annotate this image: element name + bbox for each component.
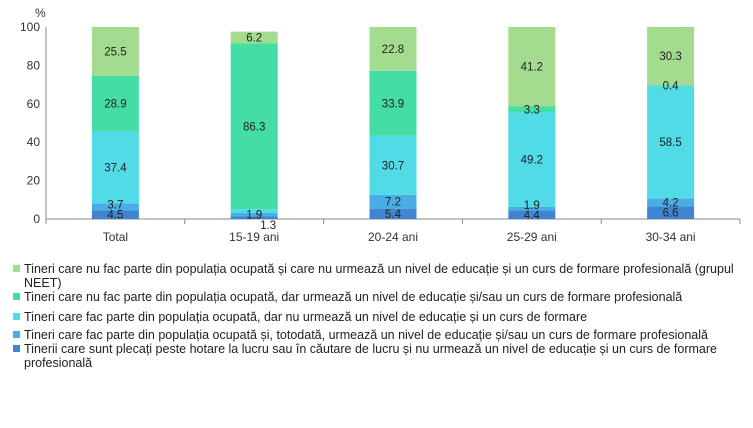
y-tick-label: 80 [27,58,41,72]
legend-label: Tineri care fac parte din populația ocup… [24,328,708,342]
data-label: 0.4 [663,81,680,93]
bar-segment-5-0 [91,27,139,76]
bar-segment-4-2 [369,70,417,136]
bar-segment-5-3 [508,27,556,107]
bar-segment-4-0 [91,75,139,132]
bar-segment-2-2 [369,194,417,209]
bar-segment-3-4 [647,85,695,199]
data-label: 3.7 [107,200,123,212]
y-tick-label: 20 [27,174,41,188]
bar-segment-1-1 [230,216,278,219]
data-label: 49.2 [521,155,543,167]
y-tick-label: 0 [33,212,40,226]
bar-segment-3-1 [230,209,278,213]
y-tick-label: 60 [27,97,41,111]
legend-swatch [13,293,20,300]
data-label: 58.5 [659,137,681,149]
bar-segment-5-4 [647,27,695,86]
bar-segment-4-4 [647,85,695,86]
data-label: 86.3 [243,121,265,133]
data-label: 6.2 [246,33,262,45]
legend-item: Tinerii care sunt plecați peste hotare l… [12,342,747,370]
bar-segment-2-0 [91,203,139,211]
data-label: 30.7 [382,160,404,172]
bar-segment-4-3 [508,106,556,113]
legend-swatch [13,313,20,320]
legend-label: Tineri care nu fac parte din populația o… [24,290,683,304]
data-label: 41.2 [521,62,543,74]
data-label: 1.3 [260,220,276,232]
bar-segment-1-0 [91,210,139,219]
bar-segment-1-2 [369,208,417,219]
legend-item: Tineri care nu fac parte din populația o… [12,262,747,290]
data-label: 4.4 [524,210,541,222]
data-label: 4.5 [107,210,123,222]
bar-segment-2-4 [647,198,695,207]
legend-item: Tineri care fac parte din populația ocup… [12,310,747,324]
data-label: 7.2 [385,197,401,209]
data-label: 3.3 [524,104,540,116]
bar-segment-1-4 [647,206,695,219]
legend-swatch [13,345,20,352]
legend-item: Tineri care nu fac parte din populația o… [12,290,747,304]
legend-label: Tineri care nu fac parte din populația o… [24,262,734,290]
bar-segment-5-2 [369,27,417,71]
data-label: 25.5 [104,46,126,58]
category-label: Total [103,230,128,244]
data-label: 5.4 [385,209,402,221]
legend-item: Tineri care fac parte din populația ocup… [12,328,747,342]
bar-segment-5-1 [230,31,278,44]
y-tick-label: 100 [20,20,40,34]
legend-swatch [13,265,20,272]
bar-segment-3-0 [91,131,139,204]
category-label: 30-34 ani [646,230,696,244]
data-label: 6.6 [663,208,679,220]
bar-segment-2-3 [508,206,556,211]
bar-segment-4-1 [230,43,278,210]
category-label: 15-19 ani [229,230,279,244]
bar-segment-3-2 [369,135,417,195]
stacked-bar-chart: %0204060801004.53.737.428.925.51.31.986.… [20,6,741,244]
data-label: 1.9 [246,210,262,222]
data-label: 30.3 [659,51,681,63]
chart-legend: Tineri care nu fac parte din populația o… [12,262,747,370]
legend-label: Tinerii care sunt plecați peste hotare l… [24,342,717,370]
category-label: 25-29 ani [507,230,557,244]
data-label: 4.2 [663,197,679,209]
legend-swatch [13,331,20,338]
y-axis-unit-label: % [35,6,46,20]
data-label: 33.9 [382,98,404,110]
data-label: 28.9 [104,99,126,111]
y-tick-label: 40 [27,135,41,149]
data-label: 1.9 [524,200,540,212]
data-label: 37.4 [104,162,127,174]
data-label: 22.8 [382,44,404,56]
bar-segment-3-3 [508,112,556,207]
legend-label: Tineri care fac parte din populația ocup… [24,310,588,324]
category-label: 20-24 ani [368,230,418,244]
bar-segment-2-1 [230,212,278,217]
bar-segment-1-3 [508,210,556,219]
